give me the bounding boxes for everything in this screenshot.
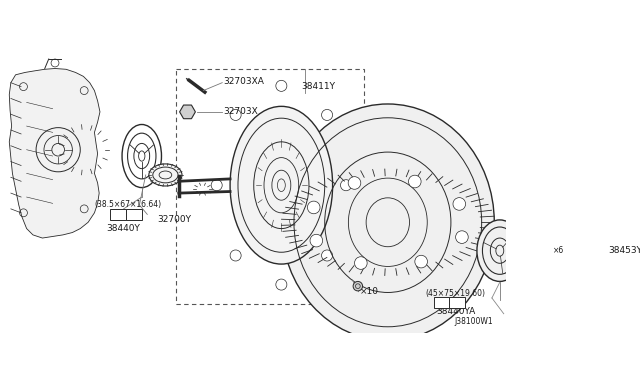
Bar (547, 224, 602, 284)
Text: 38411Y: 38411Y (301, 82, 335, 91)
Text: 32700Y: 32700Y (157, 215, 191, 224)
Text: J38100W1: J38100W1 (455, 317, 493, 326)
Ellipse shape (282, 104, 494, 341)
Circle shape (230, 109, 241, 121)
Bar (110, 209, 126, 220)
Bar (433, 297, 449, 308)
Circle shape (355, 257, 367, 269)
Bar (449, 297, 465, 308)
Circle shape (230, 250, 241, 261)
Circle shape (456, 231, 468, 243)
Circle shape (310, 234, 323, 247)
Circle shape (321, 250, 333, 261)
Ellipse shape (477, 220, 523, 282)
Circle shape (211, 180, 222, 191)
Text: (38.5×67×16.64): (38.5×67×16.64) (95, 201, 161, 209)
Text: 32703X: 32703X (223, 108, 258, 116)
Polygon shape (9, 68, 100, 238)
Circle shape (408, 175, 421, 188)
Text: ×10: ×10 (360, 287, 378, 296)
Text: 38440Y: 38440Y (106, 224, 140, 233)
Text: 38440YA: 38440YA (436, 307, 475, 316)
Text: (45×75×19.60): (45×75×19.60) (425, 289, 485, 298)
Circle shape (340, 180, 351, 191)
Circle shape (307, 201, 320, 214)
Circle shape (321, 109, 333, 121)
Polygon shape (180, 105, 195, 119)
Circle shape (276, 80, 287, 92)
Circle shape (276, 279, 287, 290)
Circle shape (453, 198, 465, 210)
Circle shape (348, 177, 361, 189)
Circle shape (353, 282, 363, 291)
Circle shape (415, 255, 428, 268)
Ellipse shape (230, 106, 333, 264)
Ellipse shape (149, 164, 182, 186)
Text: ×6: ×6 (554, 246, 564, 255)
Text: 32703XA: 32703XA (223, 77, 264, 86)
Text: 38453Y: 38453Y (609, 246, 640, 255)
Bar (177, 69, 364, 304)
Bar (126, 209, 142, 220)
